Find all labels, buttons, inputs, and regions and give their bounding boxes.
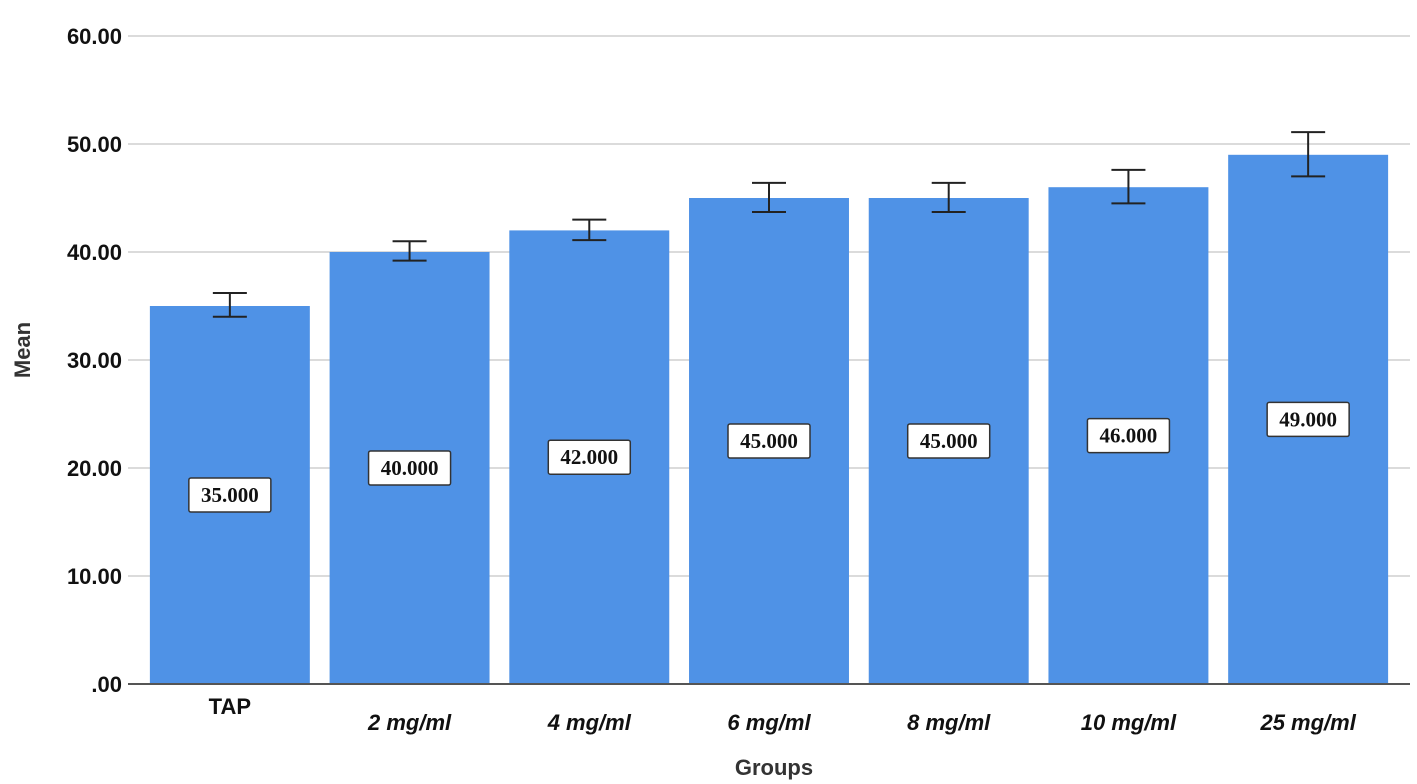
data-label-box xyxy=(188,477,272,513)
data-label: 45.000 xyxy=(906,423,991,459)
data-label-text: 42.000 xyxy=(560,445,618,469)
data-label-box xyxy=(727,423,811,459)
x-tick-label: 8 mg/ml xyxy=(907,710,991,735)
data-labels: 35.000 40.000 42.000 45.000 45.000 46.000 49.0… xyxy=(188,401,1350,513)
data-label: 49.000 xyxy=(1266,401,1350,438)
data-label-box xyxy=(547,439,632,475)
y-tick-label: 60.00 xyxy=(67,24,122,49)
y-tick-label: .00 xyxy=(91,672,122,697)
data-label-text: 40.000 xyxy=(381,456,439,480)
x-tick-label: 25 mg/ml xyxy=(1259,710,1356,735)
data-label: 42.000 xyxy=(547,439,632,475)
y-tick-label: 50.00 xyxy=(67,132,122,157)
x-tick-label: 2 mg/ml xyxy=(367,710,452,735)
x-tick-label: TAP xyxy=(209,694,251,719)
y-tick-label: 20.00 xyxy=(67,456,122,481)
y-axis-ticks: .00 10.00 20.00 30.00 40.00 50.00 60.00 xyxy=(67,24,122,697)
y-tick-label: 10.00 xyxy=(67,564,122,589)
y-tick-label: 40.00 xyxy=(67,240,122,265)
data-label: 35.000 xyxy=(188,477,272,513)
x-axis-ticks: TAP 2 mg/ml 4 mg/ml 6 mg/ml 8 mg/ml 10 mg/ml 2… xyxy=(209,694,1357,735)
x-tick-label: 4 mg/ml xyxy=(547,710,632,735)
data-label-box xyxy=(1086,417,1171,454)
y-tick-label: 30.00 xyxy=(67,348,122,373)
y-axis-title: Mean xyxy=(10,322,35,378)
bars xyxy=(149,154,1389,685)
error-bar xyxy=(1291,131,1326,178)
error-bar xyxy=(752,181,786,214)
data-label-box xyxy=(367,450,452,486)
data-label-box xyxy=(906,423,991,459)
data-label-text: 46.000 xyxy=(1100,424,1158,448)
x-tick-label: 10 mg/ml xyxy=(1081,710,1177,735)
data-label-text: 45.000 xyxy=(920,429,978,453)
x-axis-title: Groups xyxy=(735,755,813,780)
data-label-text: 49.000 xyxy=(1279,407,1337,431)
data-label-text: 45.000 xyxy=(740,429,798,453)
data-label-text: 35.000 xyxy=(201,483,259,507)
data-label: 40.000 xyxy=(367,450,452,486)
data-label-box xyxy=(1266,401,1350,438)
data-label: 45.000 xyxy=(727,423,811,459)
error-bar xyxy=(392,240,427,262)
error-bar xyxy=(931,181,966,214)
error-bar xyxy=(572,218,607,242)
data-label: 46.000 xyxy=(1086,417,1171,454)
error-bar xyxy=(212,292,247,318)
error-bar xyxy=(1111,168,1146,205)
error-bars xyxy=(212,131,1326,318)
x-tick-label: 6 mg/ml xyxy=(727,710,811,735)
